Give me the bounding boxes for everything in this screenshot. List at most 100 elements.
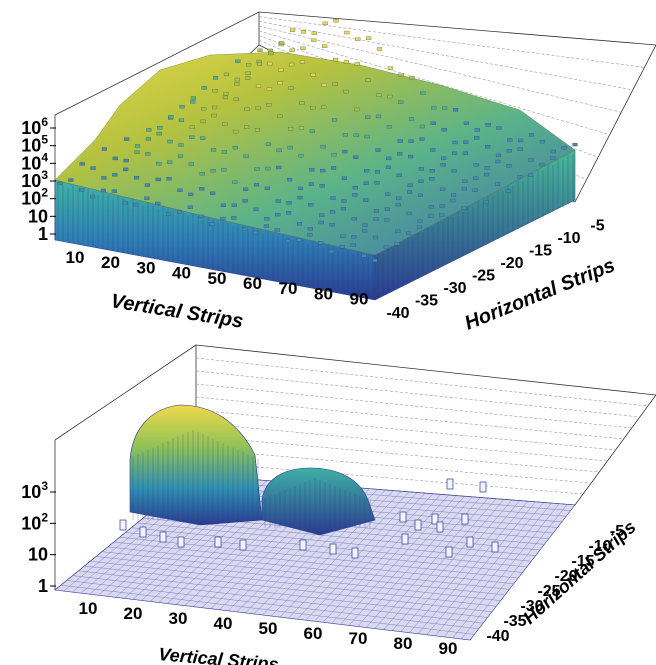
top-bar-cap — [462, 179, 468, 183]
top-bar-cap — [550, 149, 556, 154]
bottom-x-tick: 60 — [304, 624, 323, 643]
top-bar-cap — [407, 190, 413, 194]
bottom-sparse-column — [299, 539, 307, 551]
grid-line — [195, 448, 592, 484]
top-bar-cap — [372, 235, 379, 240]
top-bar-cap — [212, 89, 218, 93]
top-bar-cap — [199, 187, 205, 191]
top-bar-cap — [485, 144, 491, 149]
bottom-sparse-column — [466, 536, 474, 548]
top-bar-cap — [177, 188, 183, 192]
top-bar-cap — [450, 198, 456, 203]
top-bar-cap — [220, 203, 226, 207]
top-bar-cap — [329, 210, 336, 214]
floor-grid-line — [131, 527, 527, 568]
floor-grid-line — [125, 532, 523, 573]
top-bar-cap — [343, 89, 349, 94]
top-bar-cap — [473, 163, 479, 167]
bottom-y-tick: -35 — [503, 613, 526, 630]
bottom-frame-edge — [54, 344, 197, 441]
top-bars — [57, 154, 574, 300]
top-x-tick: 50 — [208, 269, 227, 288]
top-bar-cap — [155, 201, 161, 206]
top-bar-cap — [350, 243, 356, 247]
top-bar-cap — [340, 234, 346, 238]
bottom-x-tick: 20 — [124, 604, 143, 623]
top-bar-cap — [245, 76, 251, 80]
top-bar-cap — [156, 162, 162, 166]
top-bar-cap — [332, 57, 339, 62]
bottom-grid — [195, 357, 648, 495]
top-x-tick: 60 — [243, 274, 262, 293]
top-bar-cap — [133, 175, 140, 180]
top-bar-cap — [252, 230, 259, 235]
top-bar-cap — [231, 216, 237, 220]
top-bar-cap — [375, 114, 382, 119]
top-bar-cap — [344, 30, 350, 35]
top-bar-cap — [209, 222, 215, 226]
bottom-sparse-column — [479, 481, 487, 493]
top-bar-cap — [200, 136, 206, 140]
top-bar-cap — [276, 148, 282, 153]
top-bar-cap — [310, 105, 316, 110]
top-bar-cap — [190, 100, 196, 104]
top-bar-cap — [505, 189, 511, 193]
bottom-sparse-column — [436, 521, 444, 533]
top-bar-cap — [441, 156, 447, 160]
top-bar-cap — [395, 202, 401, 207]
top-bar-cap — [473, 176, 479, 181]
top-bar-cap — [517, 147, 523, 151]
top-bar-cap — [275, 212, 281, 217]
top-bar-cap — [233, 129, 239, 134]
top-bar-cap — [123, 158, 129, 163]
top-bar-cap — [376, 93, 382, 97]
top-bar-cap — [361, 254, 367, 258]
top-bar-cap — [329, 223, 335, 227]
top-bar-cap — [144, 196, 150, 200]
bottom-z-tick: 1 — [38, 576, 48, 596]
floor-grid-line — [60, 585, 475, 635]
top-bar-cap — [550, 156, 556, 160]
top-bar-cap — [210, 168, 216, 173]
top-bar-cap — [221, 168, 227, 172]
top-bar-cap — [386, 125, 392, 129]
top-bar-cap — [222, 95, 228, 100]
top-bar-cap — [342, 149, 348, 154]
top-x-tick: 40 — [172, 264, 191, 283]
grid-line — [195, 396, 624, 440]
top-bar-cap — [372, 258, 378, 263]
bottom-y-tick: -20 — [554, 568, 577, 585]
top-bar-cap — [166, 212, 172, 216]
top-bar-cap — [398, 73, 404, 77]
top-bar-cap — [274, 228, 280, 232]
bottom-sparse-column — [399, 511, 407, 523]
top-bar-cap — [352, 186, 358, 190]
top-bar-cap — [276, 165, 282, 170]
top-bar-cap — [112, 173, 118, 177]
top-bar-cap — [320, 168, 326, 173]
top-bar-cap — [179, 105, 185, 109]
grid-line — [258, 21, 633, 91]
top-bar-cap — [366, 36, 372, 40]
top-bar-cap — [333, 18, 339, 23]
top-bar-cap — [406, 231, 412, 236]
bottom-x-tick-labels: 10 20 30 40 50 60 70 80 90 — [79, 599, 458, 658]
top-bar-cap — [431, 106, 437, 110]
top-z-tick: 1 — [38, 224, 48, 244]
top-bar-cap — [101, 176, 107, 180]
top-bar-cap — [364, 169, 370, 173]
top-bar-cap — [254, 128, 261, 132]
top-bar-cap — [462, 151, 468, 155]
top-bar-cap — [309, 129, 315, 133]
bottom-y-tick: -15 — [571, 553, 594, 570]
bottom-y-tick: -30 — [520, 598, 543, 615]
top-bar-cap — [364, 134, 370, 139]
top-y-tick: -20 — [500, 255, 523, 272]
top-y-tick-labels: -40 -35 -30 -25 -20 -15 -10 -5 — [386, 218, 604, 323]
top-bar-cap — [518, 138, 524, 143]
top-bar-cap — [353, 133, 359, 138]
floor-grid-line — [119, 537, 519, 579]
top-bar-cap — [243, 187, 249, 191]
top-bar-cap — [253, 207, 259, 211]
top-bar-cap — [318, 220, 324, 225]
